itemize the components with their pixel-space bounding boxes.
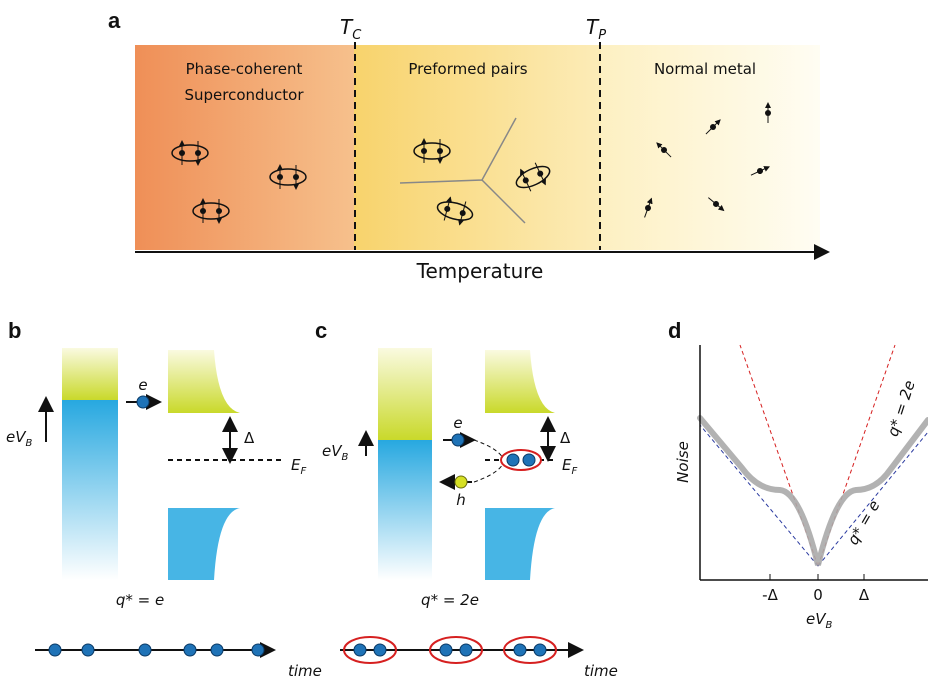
electron: [353, 643, 547, 657]
filled-band: [62, 348, 118, 400]
electron-label: e: [138, 376, 147, 394]
pair-ellipse: [429, 636, 483, 664]
time-label: time: [584, 662, 618, 680]
region-label: Superconductor: [184, 86, 304, 104]
electron: [353, 643, 367, 657]
bias-label: B: [26, 438, 33, 449]
line-label: q* = 2e: [884, 378, 919, 439]
andreev-path: [473, 439, 504, 483]
tick-label: 0: [813, 586, 823, 604]
electron: [136, 395, 150, 409]
bias-label: B: [342, 452, 349, 463]
pair-ellipse: [343, 636, 397, 664]
panel-b: b eVB e Δ EF q* = e time: [6, 318, 322, 680]
panel-label: a: [108, 8, 121, 33]
electron: [459, 643, 473, 657]
tc-label: T: [340, 15, 354, 39]
panel-label: b: [8, 318, 21, 343]
tick-label: Δ: [859, 586, 870, 604]
tc-label: TC: [340, 15, 362, 43]
fermi-label: E: [291, 456, 301, 474]
tp-label: TP: [586, 15, 606, 43]
electron: [373, 643, 387, 657]
axis-label: Temperature: [416, 259, 544, 283]
filled-band: [62, 400, 118, 580]
x-label: eV: [806, 610, 827, 628]
electron: [506, 453, 520, 467]
electron: [533, 643, 547, 657]
pair-ellipse: [503, 636, 557, 664]
electron: [451, 433, 465, 447]
lower-band: [168, 508, 240, 580]
pair-ellipse: [343, 636, 557, 664]
noise-curve: [697, 415, 928, 566]
tick-label: -Δ: [762, 586, 778, 604]
temperature-band: [135, 45, 820, 250]
charge-label: q* = 2e: [421, 591, 479, 609]
fermi-label: EF: [562, 456, 577, 477]
tp-label: T: [586, 15, 600, 39]
fermi-label: F: [300, 466, 306, 477]
gap-label: Δ: [560, 429, 571, 447]
line-2e: [739, 344, 896, 567]
upper-band: [168, 350, 240, 413]
electron: [183, 643, 197, 657]
electron: [48, 643, 265, 657]
charge-label: q* = e: [116, 591, 164, 609]
hole-label: h: [456, 491, 466, 509]
electron: [522, 453, 536, 467]
electron: [81, 643, 95, 657]
bias-label: eVB: [322, 442, 349, 463]
tc-label: C: [352, 28, 362, 43]
bias-label: eVB: [6, 428, 33, 449]
bias-label: eV: [322, 442, 343, 460]
panel-label: d: [668, 318, 681, 343]
x-label: eVB: [806, 610, 833, 631]
domain-wall: [399, 117, 526, 224]
gap-label: Δ: [244, 429, 255, 447]
panel-d: d -Δ 0 Δ eVB Noise q* = 2e q* = e: [668, 318, 928, 631]
fermi-label: E: [562, 456, 572, 474]
x-label: B: [826, 620, 833, 631]
hole: [454, 475, 468, 489]
panel-label: c: [315, 318, 327, 343]
tp-label: P: [598, 28, 606, 43]
panel-c: c eVB e h Δ EF q* = 2e time: [315, 318, 618, 680]
panel-a: a TC TP Phase-coherent Superconductor Pr…: [108, 8, 830, 283]
fermi-label: F: [571, 466, 577, 477]
y-label: Noise: [674, 441, 692, 483]
line-label: q* = e: [844, 497, 884, 548]
electron: [210, 643, 224, 657]
line-e: [699, 424, 928, 567]
electron: [251, 643, 265, 657]
region-label: Phase-coherent: [186, 60, 303, 78]
fermi-label: EF: [291, 456, 306, 477]
filled-band: [378, 348, 432, 440]
region-label: Normal metal: [654, 60, 756, 78]
electron: [48, 643, 62, 657]
upper-band: [485, 350, 555, 413]
electron: [138, 643, 152, 657]
filled-band: [378, 440, 432, 580]
bias-label: eV: [6, 428, 27, 446]
electron: [439, 643, 453, 657]
electron: [513, 643, 527, 657]
time-label: time: [288, 662, 322, 680]
lower-band: [485, 508, 555, 580]
electron-label: e: [453, 414, 462, 432]
region-label: Preformed pairs: [408, 60, 527, 78]
